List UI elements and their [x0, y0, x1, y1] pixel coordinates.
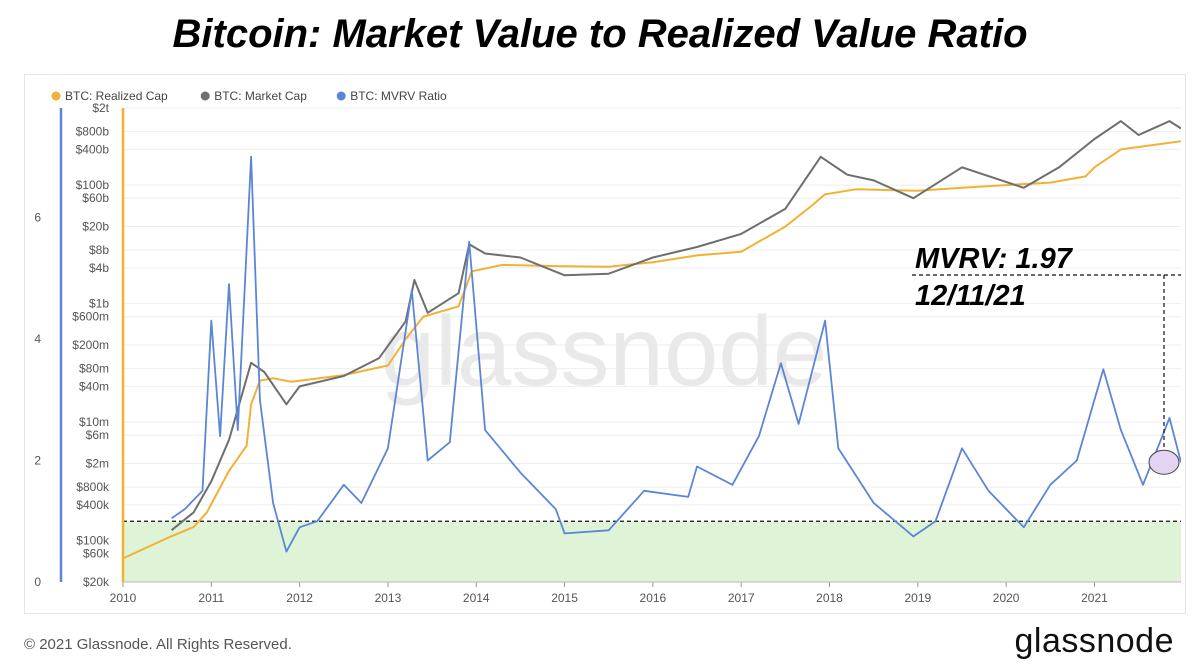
brand-logo-text: glassnode — [1014, 622, 1174, 660]
cap-tick-label: $100b — [76, 178, 110, 192]
legend[interactable]: BTC: Realized Cap BTC: Market Cap BTC: MVR… — [51, 89, 447, 103]
cap-tick-label: $800k — [76, 480, 110, 494]
mvrv-tick-label: 2 — [34, 453, 41, 467]
legend-item-market-cap[interactable]: BTC: Market Cap — [214, 89, 307, 103]
watermark: glassnode — [381, 296, 828, 406]
cap-tick-label: $20b — [82, 220, 109, 234]
series-group — [123, 120, 1181, 560]
cap-tick-label: $10m — [79, 415, 109, 429]
chart-title: Bitcoin: Market Value to Realized Value … — [172, 12, 1028, 56]
cap-tick-label: $100k — [76, 534, 110, 548]
cap-tick-label: $80m — [79, 362, 109, 376]
legend-item-realized-cap-dot — [51, 91, 61, 101]
x-tick-label: 2020 — [993, 591, 1020, 605]
mvrv-tick-label: 4 — [34, 332, 41, 346]
cap-tick-label: $8b — [89, 243, 109, 257]
annotation-mvrv-value: MVRV: 1.97 — [915, 243, 1074, 275]
mvrv-tick-label: 6 — [34, 210, 41, 224]
cap-tick-label: $1b — [89, 297, 109, 311]
market-cap-line — [170, 120, 1181, 531]
legend-item-mvrv-dot — [336, 91, 346, 101]
x-tick-label: 2012 — [286, 591, 313, 605]
cap-tick-label: $2t — [92, 101, 109, 115]
legend-item-realized-cap[interactable]: BTC: Realized Cap — [65, 89, 168, 103]
axes — [59, 108, 1181, 587]
cap-tick-label: $20k — [83, 575, 110, 589]
undervalued-zone — [123, 521, 1181, 582]
x-tick-label: 2017 — [728, 591, 755, 605]
x-tick-label: 2011 — [198, 591, 224, 605]
legend-item-market-cap-dot — [200, 91, 210, 101]
x-tick-label: 2018 — [816, 591, 843, 605]
annotation: MVRV: 1.97 12/11/21 — [912, 243, 1181, 475]
cap-tick-label: $6m — [86, 428, 109, 442]
cap-tick-label: $200m — [72, 338, 109, 352]
tick-labels: $2t $800b $400b $100b$60b $20b $8b $4b $1b$600m… — [34, 101, 1108, 605]
annotation-date: 12/11/21 — [915, 280, 1026, 312]
mvrv-tick-label: 0 — [34, 575, 41, 589]
cap-tick-label: $4b — [89, 261, 109, 275]
copyright-footer: © 2021 Glassnode. All Rights Reserved. — [24, 636, 292, 653]
cap-tick-label: $40m — [79, 379, 109, 393]
cap-tick-label: $60b — [82, 191, 109, 205]
x-tick-label: 2013 — [375, 591, 402, 605]
x-tick-label: 2015 — [551, 591, 578, 605]
chart-frame — [24, 74, 1186, 614]
legend-item-mvrv[interactable]: BTC: MVRV Ratio — [350, 89, 447, 103]
cap-tick-label: $2m — [86, 457, 109, 471]
x-tick-label: 2019 — [904, 591, 931, 605]
realized-cap-line — [123, 140, 1181, 560]
x-tick-label: 2010 — [110, 591, 137, 605]
cap-tick-label: $600m — [72, 310, 109, 324]
x-tick-label: 2021 — [1081, 591, 1108, 605]
cap-tick-label: $400k — [76, 498, 110, 512]
cap-tick-label: $400b — [76, 142, 110, 156]
mvrv-ratio-line — [171, 155, 1181, 553]
x-tick-label: 2016 — [640, 591, 667, 605]
annotation-marker — [1148, 449, 1180, 475]
cap-tick-label: $60k — [83, 547, 110, 561]
cap-tick-label: $800b — [76, 125, 110, 139]
x-tick-label: 2014 — [463, 591, 490, 605]
